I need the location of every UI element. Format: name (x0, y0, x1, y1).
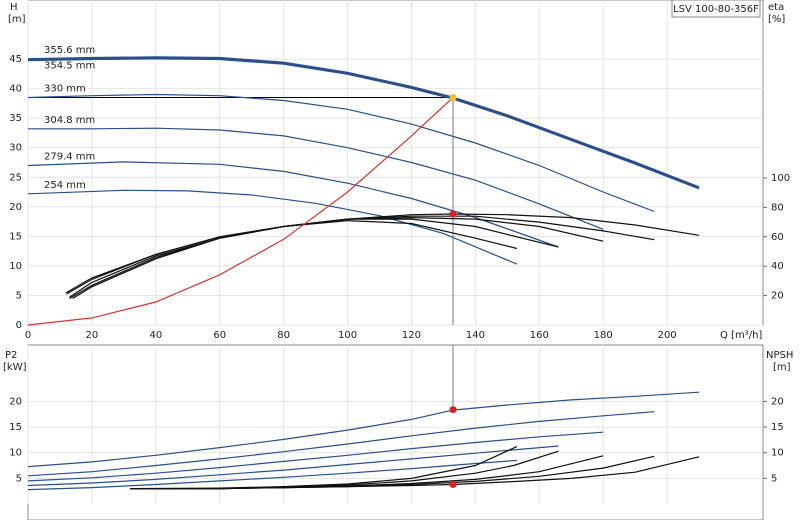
curve (27, 189, 518, 265)
y2-tick-label: 5 (771, 473, 777, 484)
y-tick-label: 15 (9, 231, 22, 242)
x-tick-label: 120 (402, 330, 421, 341)
marker (449, 94, 457, 101)
y-tick-label: 45 (9, 54, 22, 65)
x-label: Q [m³/h] (720, 330, 762, 341)
curve (27, 391, 700, 468)
x-tick-label: 20 (86, 330, 99, 341)
y2-tick-label: 80 (771, 202, 784, 213)
y-tick-label: 15 (9, 422, 22, 433)
curve (130, 446, 518, 490)
marker (449, 481, 457, 489)
y-tick-label: 40 (9, 84, 22, 95)
x-tick-label: 0 (25, 330, 31, 341)
y-label: H (10, 2, 18, 13)
y-tick-label: 5 (16, 290, 22, 301)
y2-tick-label: 20 (771, 291, 784, 302)
y-tick-label: 25 (9, 172, 22, 183)
y2-unit: [m] (773, 362, 791, 373)
y2-tick-label: 40 (771, 261, 784, 272)
plot-frame (27, 344, 764, 520)
y-unit: [kW] (3, 362, 27, 373)
curve (27, 161, 559, 248)
y-tick-label: 20 (9, 396, 22, 407)
y2-tick-label: 15 (771, 422, 784, 433)
x-tick-label: 40 (149, 330, 162, 341)
y-tick-label: 10 (9, 261, 22, 272)
series-label: 304.8 mm (44, 115, 95, 126)
y-tick-label: 35 (9, 113, 22, 124)
y2-tick-label: 60 (771, 232, 784, 243)
curve (27, 445, 559, 487)
y-unit: [m] (8, 14, 26, 25)
marker (449, 406, 457, 414)
curve (66, 215, 655, 295)
y2-tick-label: 10 (771, 448, 784, 459)
y2-tick-label: 100 (771, 173, 790, 184)
y-tick-label: 10 (9, 448, 22, 459)
x-tick-label: 160 (530, 330, 549, 341)
y-tick-label: 5 (16, 473, 22, 484)
series-label: 330 mm (44, 84, 86, 95)
y2-tick-label: 20 (771, 396, 784, 407)
chart-title: LSV 100-80-356F (673, 4, 759, 15)
y-tick-label: 30 (9, 143, 22, 154)
curve (27, 97, 454, 326)
curve (27, 57, 700, 190)
y-tick-label: 20 (9, 202, 22, 213)
marker (449, 210, 457, 218)
x-tick-label: 60 (213, 330, 226, 341)
curve (28, 127, 604, 230)
x-tick-label: 140 (466, 330, 485, 341)
series-label: 355.6 mm (44, 45, 95, 56)
title-box (671, 0, 761, 18)
y2-label: NPSH (766, 350, 793, 361)
x-tick-label: 200 (658, 330, 677, 341)
curve (27, 56, 700, 189)
x-tick-label: 100 (338, 330, 357, 341)
series-label: 354.5 mm (44, 60, 95, 71)
curve (27, 93, 655, 213)
curve (27, 459, 517, 491)
y-tick-label: 0 (16, 320, 22, 331)
series-label: 254 mm (44, 180, 86, 191)
x-tick-label: 180 (594, 330, 613, 341)
curve (27, 431, 604, 482)
curve (27, 411, 655, 477)
y2-unit: [%] (768, 14, 785, 25)
series-label: 279.4 mm (44, 151, 95, 162)
y-label: P2 (5, 350, 17, 361)
curve (72, 219, 518, 300)
y2-label: eta (768, 2, 784, 13)
x-tick-label: 80 (277, 330, 290, 341)
